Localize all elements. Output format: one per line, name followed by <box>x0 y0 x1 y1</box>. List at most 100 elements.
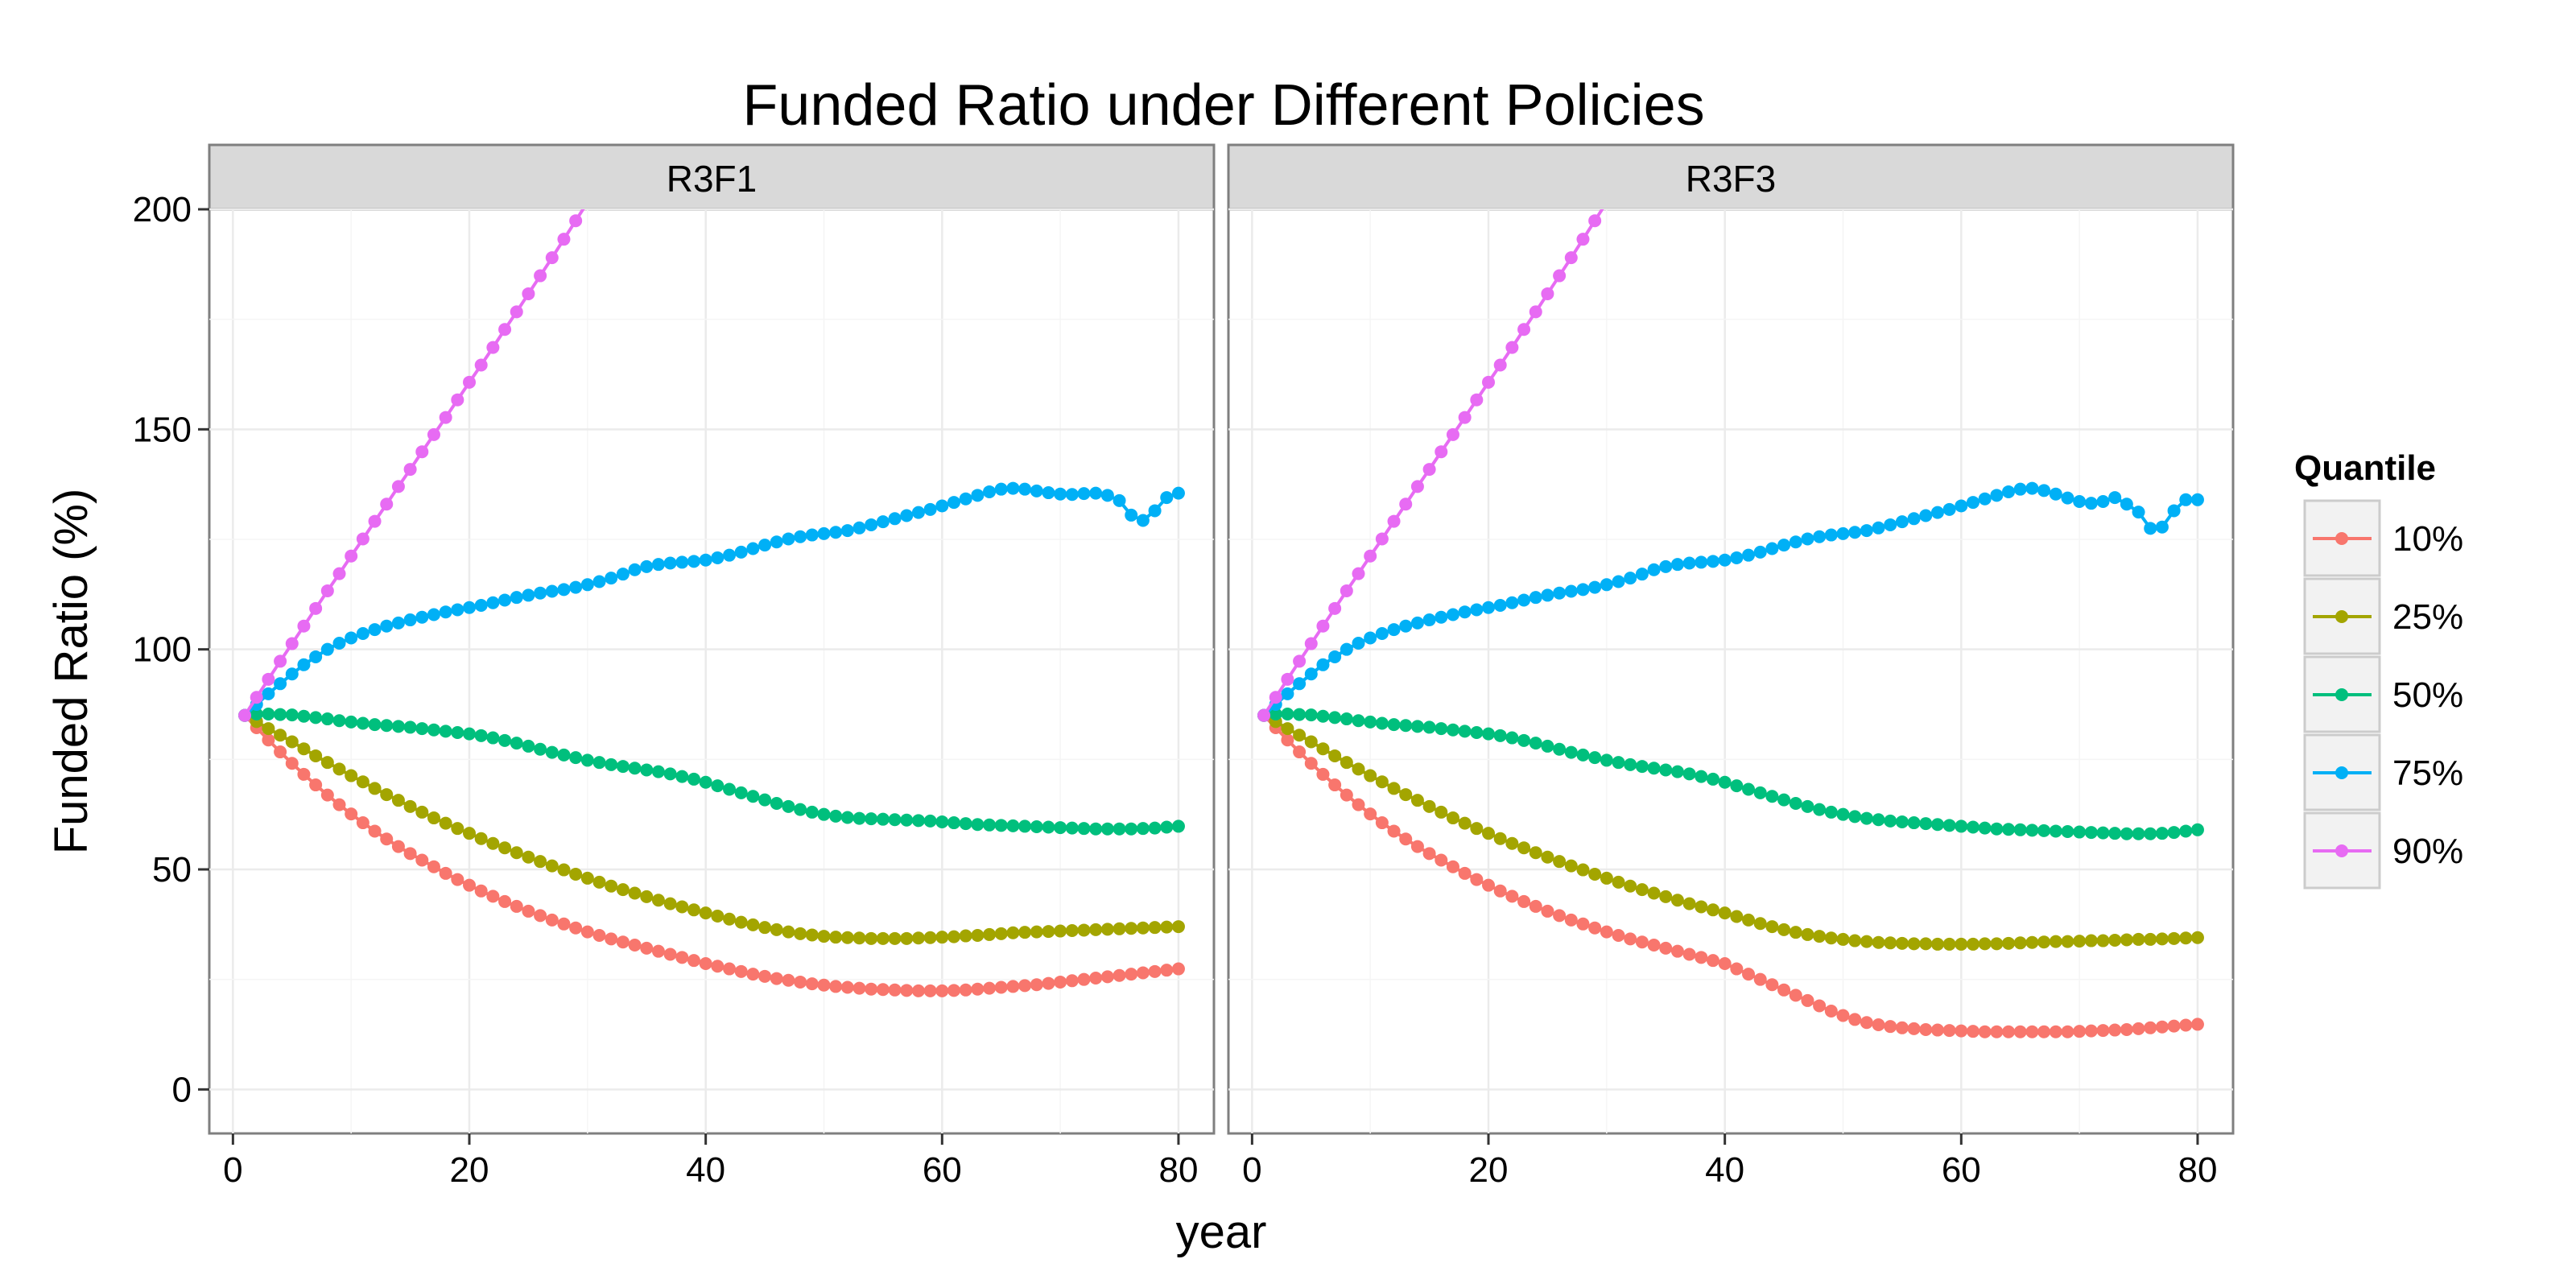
data-point <box>474 599 488 612</box>
data-point <box>1077 487 1091 501</box>
series-75 <box>238 481 1185 722</box>
data-point <box>1018 979 1032 993</box>
data-point <box>285 735 299 749</box>
data-point <box>805 928 819 942</box>
data-point <box>534 742 547 756</box>
data-point <box>888 983 902 997</box>
data-point <box>1884 814 1897 828</box>
data-point <box>1113 922 1126 935</box>
data-point <box>640 559 654 573</box>
data-point <box>297 658 311 671</box>
data-point <box>1670 558 1684 572</box>
data-point <box>817 930 831 943</box>
data-point <box>1399 497 1413 511</box>
data-point <box>1458 411 1472 424</box>
data-point <box>829 931 843 944</box>
data-point <box>1148 921 1162 935</box>
panel-series <box>1257 209 2204 1038</box>
data-point <box>1399 619 1413 633</box>
data-point <box>1340 642 1353 656</box>
data-point <box>580 753 594 767</box>
data-point <box>628 886 642 900</box>
data-point <box>1458 724 1472 738</box>
data-point <box>2013 823 2027 836</box>
series-50 <box>238 708 1185 836</box>
data-point <box>794 530 807 543</box>
x-tick-label: 20 <box>1469 1150 1509 1190</box>
data-point <box>1588 580 1602 594</box>
data-point <box>1564 859 1578 873</box>
data-point <box>1895 1021 1909 1034</box>
data-point <box>1316 742 1330 756</box>
data-point <box>1293 708 1307 721</box>
data-point <box>1387 824 1401 838</box>
data-point <box>675 900 689 914</box>
data-point <box>865 812 878 826</box>
data-point <box>439 724 452 738</box>
data-point <box>486 341 500 354</box>
data-point <box>451 873 464 886</box>
data-point <box>935 499 949 513</box>
data-point <box>1340 712 1353 726</box>
data-point <box>463 727 477 741</box>
data-point <box>2144 522 2157 535</box>
x-tick-label: 40 <box>1705 1150 1744 1190</box>
data-point <box>1659 559 1673 573</box>
data-point <box>734 964 748 978</box>
data-point <box>1293 729 1307 742</box>
data-point <box>711 551 724 564</box>
data-point <box>1148 964 1162 978</box>
data-point <box>1304 637 1318 650</box>
data-point <box>1553 586 1567 600</box>
data-point <box>451 603 464 617</box>
y-tick-label: 150 <box>133 410 192 449</box>
data-point <box>1018 819 1032 833</box>
data-point <box>994 980 1008 994</box>
data-point <box>1836 526 1850 540</box>
data-point <box>439 866 452 880</box>
data-point <box>2037 824 2051 837</box>
data-point <box>865 982 878 996</box>
data-point <box>616 568 630 581</box>
data-point <box>794 803 807 816</box>
data-point <box>1919 1022 1933 1036</box>
data-point <box>1801 799 1814 813</box>
data-point <box>971 818 985 832</box>
data-point <box>628 563 642 576</box>
data-point <box>605 879 618 893</box>
data-point <box>2190 823 2204 836</box>
data-point <box>1136 822 1150 836</box>
series-10 <box>238 708 1185 997</box>
data-point <box>817 526 831 540</box>
data-point <box>947 930 960 943</box>
data-point <box>451 725 464 739</box>
data-point <box>1160 964 1174 977</box>
data-point <box>1576 917 1590 931</box>
data-point <box>1955 819 1968 833</box>
data-point <box>663 556 677 570</box>
data-point <box>723 782 737 796</box>
data-point <box>1588 921 1602 935</box>
data-point <box>1990 489 2004 502</box>
data-point <box>1553 269 1567 283</box>
legend: Quantile 10% 25% 50% 75% 90% <box>2294 448 2463 890</box>
data-point <box>569 751 583 765</box>
data-point <box>840 524 854 538</box>
data-point <box>1848 810 1862 824</box>
data-point <box>876 515 890 529</box>
data-point <box>498 323 512 336</box>
data-point <box>1387 782 1401 795</box>
data-point <box>1789 926 1802 939</box>
data-point <box>1765 978 1779 992</box>
data-point <box>616 883 630 897</box>
data-point <box>1813 930 1827 943</box>
data-point <box>1576 233 1590 246</box>
data-point <box>391 616 405 630</box>
data-point <box>1293 654 1307 668</box>
data-point <box>486 890 500 903</box>
data-point <box>1813 999 1827 1013</box>
data-point <box>1777 923 1791 936</box>
data-point <box>2108 1023 2122 1037</box>
data-point <box>1884 936 1897 950</box>
data-point <box>1930 506 1944 519</box>
